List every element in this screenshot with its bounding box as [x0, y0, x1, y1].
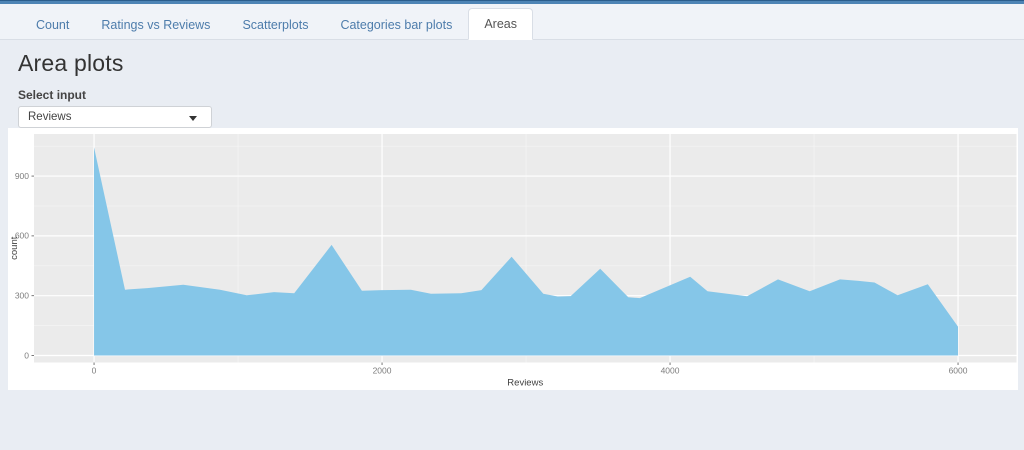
area-plot-image: 0 2000 4000 6000 0 300 600 900 Reviews count — [8, 128, 1018, 390]
y-axis-title: count — [9, 236, 20, 260]
tab-scatterplots[interactable]: Scatterplots — [242, 17, 309, 32]
area-chart-svg: 0 2000 4000 6000 0 300 600 900 Reviews count — [9, 134, 1017, 389]
tab-categories-bar-plots[interactable]: Categories bar plots — [340, 17, 453, 32]
y-tick-label: 600 — [15, 231, 29, 241]
y-tick-label: 300 — [15, 291, 29, 301]
x-tick-label: 4000 — [661, 366, 680, 376]
tab-count[interactable]: Count — [36, 17, 70, 32]
tab-bar: Count Ratings vs Reviews Scatterplots Categ… — [0, 4, 1024, 40]
x-tick-label: 2000 — [373, 366, 392, 376]
page-title: Area plots — [18, 50, 124, 76]
top-accent-bar — [0, 0, 1024, 4]
select-input-label: Select input — [18, 88, 87, 102]
area-series — [94, 147, 959, 356]
x-tick-label: 0 — [92, 366, 97, 376]
select-selected-value: Reviews — [28, 111, 72, 123]
main-content: Area plots Select input Reviews — [0, 40, 1024, 128]
reviews-select-dropdown[interactable]: Reviews — [18, 106, 212, 128]
tab-areas[interactable]: Areas — [468, 7, 533, 40]
x-tick-label: 6000 — [949, 366, 968, 376]
y-tick-label: 900 — [15, 171, 29, 181]
y-tick-label: 0 — [24, 350, 29, 360]
tab-ratings-vs-reviews[interactable]: Ratings vs Reviews — [101, 17, 211, 32]
chevron-down-icon — [189, 116, 197, 121]
x-axis-title: Reviews — [507, 378, 543, 389]
